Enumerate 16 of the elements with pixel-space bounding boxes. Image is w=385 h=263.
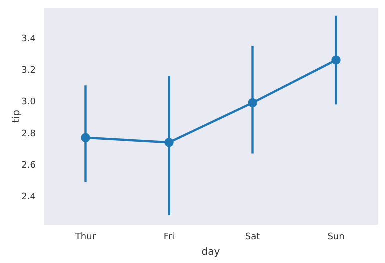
x-tick-label: Fri xyxy=(164,232,175,242)
x-tick-label: Thur xyxy=(74,232,96,242)
point xyxy=(81,133,90,142)
point xyxy=(248,98,258,108)
x-tick-label: Sat xyxy=(245,232,261,242)
point xyxy=(164,138,174,148)
y-tick-label: 3.2 xyxy=(22,66,36,76)
y-tick-label: 2.8 xyxy=(22,129,36,140)
x-tick-label: Sun xyxy=(328,232,345,242)
y-axis-title: tip xyxy=(12,110,22,124)
y-tick-label: 2.6 xyxy=(22,161,36,172)
y-tick-label: 3.4 xyxy=(22,34,36,44)
y-tick-label: 2.4 xyxy=(22,192,36,203)
x-axis-title: day xyxy=(202,247,220,258)
point xyxy=(332,56,341,65)
y-tick-label: 3.0 xyxy=(22,98,36,108)
